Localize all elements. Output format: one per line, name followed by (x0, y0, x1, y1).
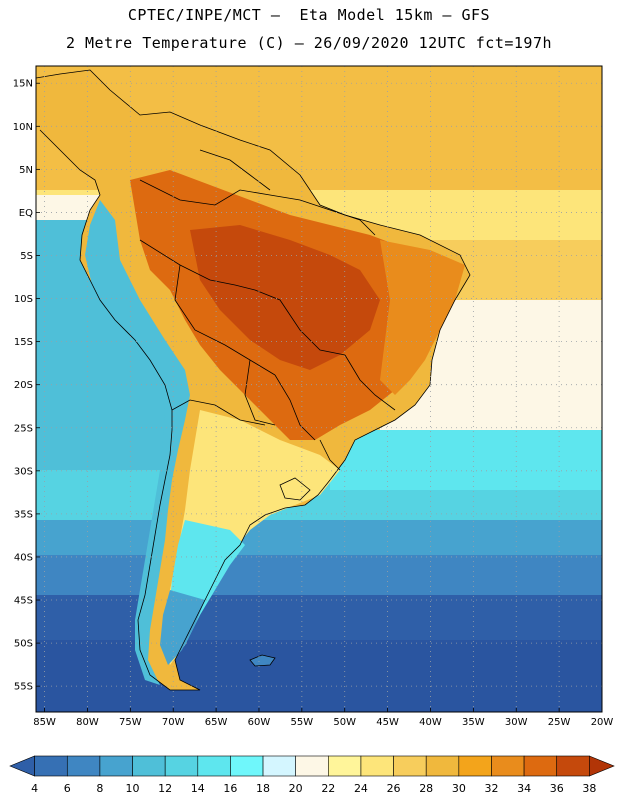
andes-cold-strip (85, 200, 190, 685)
longitude-tick-label: 35W (462, 717, 485, 728)
colorbar-swatch (491, 755, 525, 777)
latitude-tick-label: 40S (14, 552, 33, 563)
colorbar-swatch (197, 755, 231, 777)
patagonia-cooler (160, 590, 205, 665)
northeast-warm (380, 240, 465, 395)
longitude-tick-label: 65W (205, 717, 228, 728)
longitude-tick-label: 55W (291, 717, 314, 728)
colorbar-swatch (34, 755, 68, 777)
colorbar-label: 22 (321, 782, 335, 795)
colorbar-label: 36 (550, 782, 564, 795)
southern-cone-mild (165, 410, 340, 665)
map-frame (35, 65, 603, 713)
colorbar-swatch (556, 755, 590, 777)
colorbar-max-triangle (589, 755, 615, 777)
colorbar-swatch (458, 755, 492, 777)
colorbar-label: 8 (96, 782, 103, 795)
colorbar-swatch (164, 755, 199, 777)
longitude-tick-label: 75W (119, 717, 142, 728)
colorbar-label: 18 (256, 782, 270, 795)
longitude-tick-label: 80W (76, 717, 99, 728)
colorbar-label: 16 (223, 782, 237, 795)
latitude-tick-label: 45S (14, 596, 33, 607)
colorbar-label: 34 (517, 782, 531, 795)
latitude-tick-label: 50S (14, 639, 33, 650)
colorbar-label: 12 (158, 782, 172, 795)
colorbar-label: 6 (64, 782, 71, 795)
colorbar-label: 4 (31, 782, 38, 795)
colorbar-label: 20 (289, 782, 303, 795)
latitude-tick-label: 30S (14, 466, 33, 477)
latitude-tick-label: EQ (19, 208, 33, 219)
latitude-tick-label: 10S (14, 294, 33, 305)
colorbar-label: 38 (582, 782, 596, 795)
longitude-tick-label: 25W (548, 717, 571, 728)
falkland-islands (249, 654, 276, 667)
latitude-tick-label: 35S (14, 509, 33, 520)
latitude-tick-label: 25S (14, 423, 33, 434)
longitude-tick-label: 50W (333, 717, 356, 728)
longitude-tick-label: 60W (248, 717, 271, 728)
longitude-tick-label: 20W (591, 717, 614, 728)
colorbar-swatch (360, 755, 394, 777)
colorbar-swatch (99, 755, 133, 777)
colorbar-label: 10 (126, 782, 140, 795)
latitude-tick-label: 20S (14, 380, 33, 391)
latitude-tick-label: 5N (19, 165, 33, 176)
map-title-line2: 2 Metre Temperature (C) – 26/09/2020 12U… (65, 34, 553, 52)
hottest-core (190, 225, 380, 370)
colorbar-label: 32 (484, 782, 498, 795)
longitude-tick-label: 85W (33, 717, 56, 728)
map-field (36, 66, 602, 712)
longitude-labels: 85W 80W 75W 70W 65W 60W 55W 50W 45W 40W 35W 30W 25W 2… (33, 708, 613, 728)
latitude-tick-label: 15S (14, 337, 33, 348)
colorbar-swatch (328, 755, 362, 777)
latitude-labels: 15N 10N 5N EQ 5S 10S 15S 20S 25S 30S 35S 40S 45S 50S 5… (13, 79, 40, 693)
colorbar-swatch (393, 755, 427, 777)
latitude-tick-label: 55S (14, 682, 33, 693)
longitude-tick-label: 45W (376, 717, 399, 728)
longitude-tick-label: 40W (419, 717, 442, 728)
colorbar-label: 26 (387, 782, 401, 795)
colorbar: 4 6 8 10 12 14 16 18 20 22 24 26 28 30 32 34 36 38 (9, 755, 615, 795)
colorbar-swatch (132, 755, 166, 777)
latitude-tick-label: 10N (13, 122, 33, 133)
colorbar-label: 30 (452, 782, 466, 795)
longitude-tick-label: 70W (162, 717, 185, 728)
colorbar-label: 28 (419, 782, 433, 795)
map-title-line1: CPTEC/INPE/MCT – Eta Model 15km – GFS (127, 6, 491, 24)
colorbar-swatch (295, 755, 329, 777)
colorbar-swatch (523, 755, 558, 777)
longitude-tick-label: 30W (505, 717, 528, 728)
colorbar-min-triangle (9, 755, 35, 777)
colorbar-swatch (425, 755, 460, 777)
colorbar-swatch (262, 755, 296, 777)
colorbar-swatch (66, 755, 101, 777)
colorbar-swatch (230, 755, 264, 777)
latitude-tick-label: 15N (13, 79, 33, 90)
colorbar-label: 14 (191, 782, 205, 795)
colorbar-label: 24 (354, 782, 368, 795)
country-borders (36, 69, 471, 691)
latitude-tick-label: 5S (20, 251, 33, 262)
